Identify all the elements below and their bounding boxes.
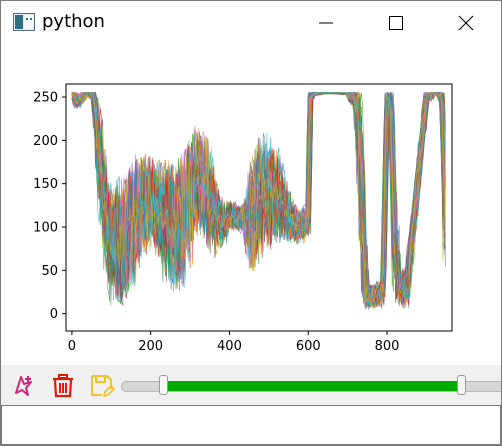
range-slider-low-handle[interactable] (159, 375, 169, 395)
x-tick-label: 800 (375, 339, 400, 354)
series-line-59 (71, 91, 446, 302)
range-slider-high-handle[interactable] (456, 375, 466, 395)
magic-select-icon (11, 376, 37, 403)
title-bar[interactable]: python (1, 1, 501, 45)
status-field[interactable] (1, 405, 501, 445)
line-chart: 0 200 400 600 800 0 50 100 150 200 250 (33, 83, 453, 354)
y-tick-label: 50 (41, 264, 58, 279)
y-tick-label: 150 (33, 177, 58, 192)
select-tool-button[interactable] (11, 373, 37, 399)
x-tick-label: 200 (138, 339, 163, 354)
maximize-button[interactable] (373, 1, 419, 45)
range-slider-selection (163, 381, 461, 391)
series-line-57 (71, 92, 446, 307)
save-icon (89, 375, 115, 403)
x-tick-label: 0 (68, 339, 76, 354)
trash-icon (50, 374, 76, 403)
axes-frame (65, 83, 453, 332)
x-tick-label: 400 (217, 339, 242, 354)
minimize-button[interactable] (303, 1, 349, 45)
y-tick-label: 250 (33, 91, 58, 106)
y-tick-label: 0 (50, 307, 58, 322)
y-tick-label: 100 (33, 221, 58, 236)
delete-button[interactable] (50, 373, 76, 399)
close-button[interactable] (443, 1, 489, 45)
y-tick-label: 200 (33, 134, 58, 149)
x-tick-label: 600 (296, 339, 321, 354)
plot-canvas[interactable]: 0 200 400 600 800 0 50 100 150 200 250 (1, 45, 501, 365)
save-button[interactable] (89, 373, 115, 399)
series-line-58 (71, 91, 446, 306)
window-title: python (42, 11, 105, 32)
python-window-icon (13, 13, 35, 31)
